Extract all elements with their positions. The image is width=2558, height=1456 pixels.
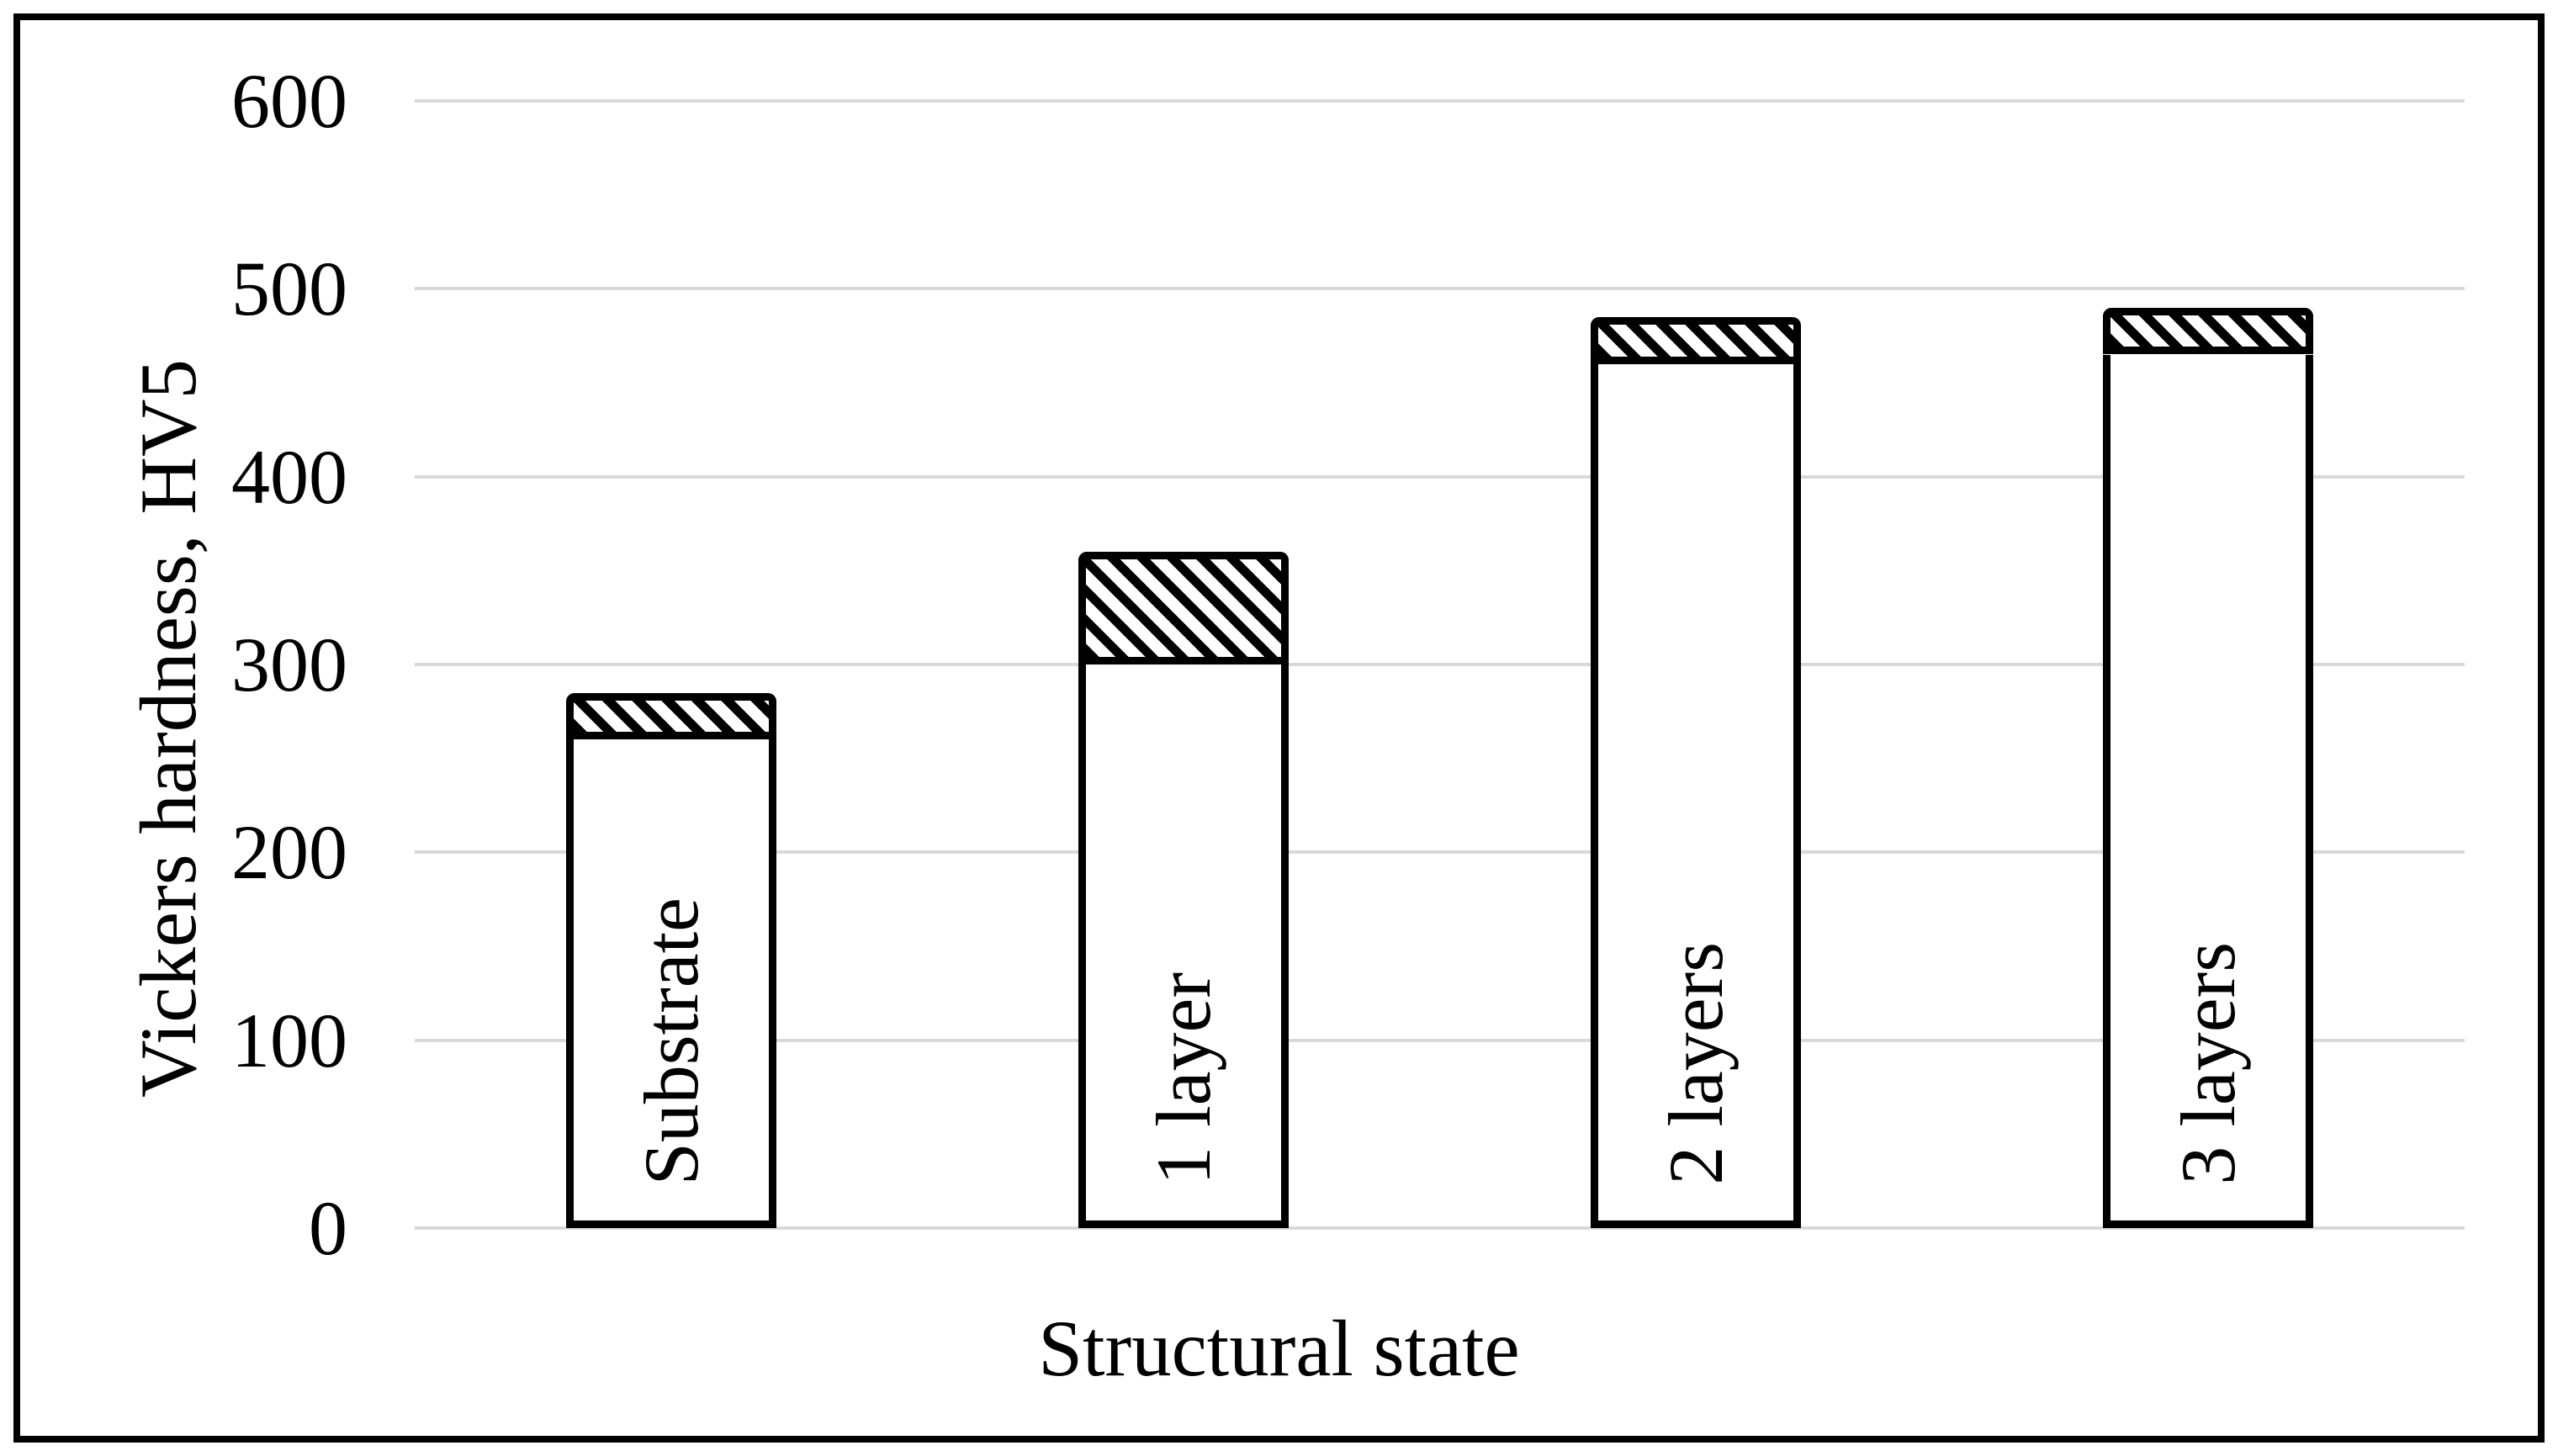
bar-base-segment-2: 1 layer <box>1078 664 1289 1228</box>
gridline-500 <box>415 287 2465 291</box>
bar-base-segment-4: 3 layers <box>2103 354 2314 1228</box>
y-tick-label-400: 400 <box>231 433 347 520</box>
y-tick-label-500: 500 <box>231 246 347 332</box>
figure-border <box>13 13 2545 1443</box>
gridline-100 <box>415 1038 2465 1042</box>
gridline-600 <box>415 99 2465 103</box>
bar-category-label: 3 layers <box>2165 942 2252 1185</box>
y-tick-label-0: 0 <box>309 1185 347 1271</box>
y-tick-label-600: 600 <box>231 58 347 144</box>
bar-category-label: 1 layer <box>1140 972 1226 1185</box>
bar-category-label: Substrate <box>628 897 714 1185</box>
bar-category-label: 2 layers <box>1653 942 1740 1185</box>
y-tick-label-100: 100 <box>231 997 347 1083</box>
bar-hatched-segment-4 <box>2103 307 2314 355</box>
gridline-300 <box>415 663 2465 666</box>
y-axis-title: Vickers hardness, HV5 <box>124 358 213 1098</box>
x-axis-title: Structural state <box>1038 1304 1520 1393</box>
gridline-0 <box>415 1226 2465 1230</box>
bar-hatched-segment-3 <box>1591 316 1802 364</box>
y-tick-label-200: 200 <box>231 809 347 896</box>
y-tick-label-300: 300 <box>231 622 347 707</box>
bar-base-segment-3: 2 layers <box>1591 363 1802 1228</box>
gridline-400 <box>415 474 2465 479</box>
gridline-200 <box>415 850 2465 855</box>
bar-hatched-segment-1 <box>565 692 776 740</box>
bar-hatched-segment-2 <box>1078 552 1289 664</box>
bar-base-segment-1: Substrate <box>565 739 776 1228</box>
